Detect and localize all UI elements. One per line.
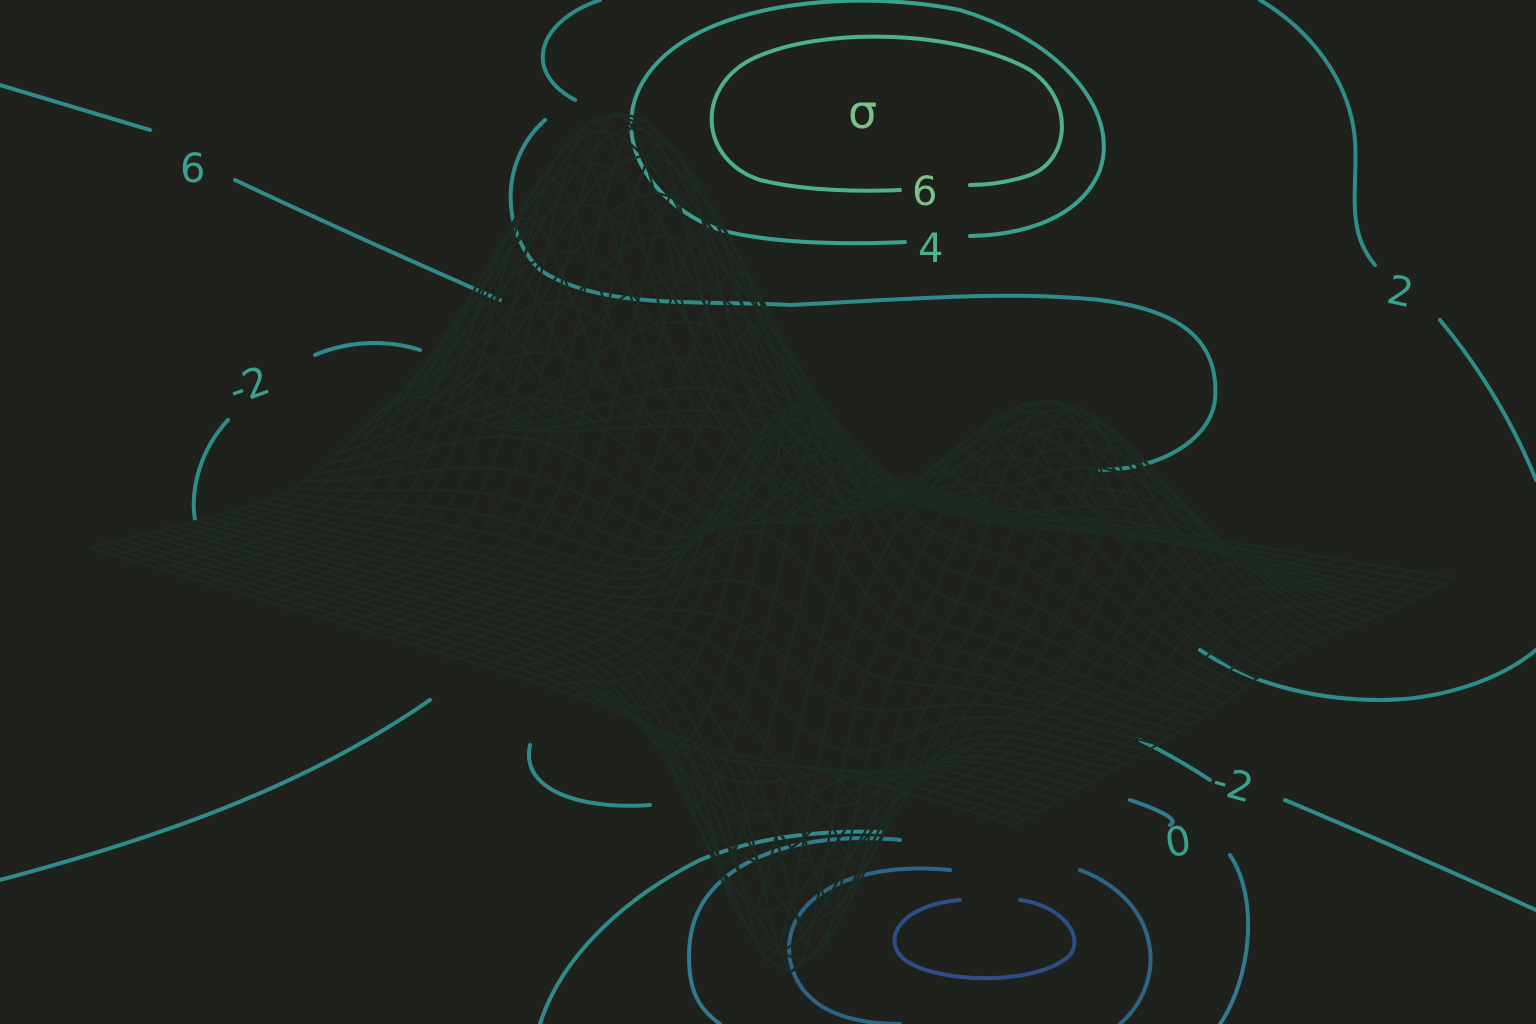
- contour-line-bottom-inner: [892, 898, 1077, 981]
- contour-line-lower-minus2: [1138, 738, 1536, 912]
- contour-label: 4: [918, 226, 943, 272]
- contour-line-right-2: [1258, 0, 1536, 482]
- contour-label: 6: [180, 146, 205, 192]
- surface-mesh: [88, 112, 1457, 974]
- contour-line-lower-left: [0, 698, 432, 882]
- contour-line-left-minus2: [191, 341, 422, 522]
- contour-line-bottom-left-arc: [538, 829, 882, 1024]
- contour-line-bottom-mid: [787, 866, 1153, 1024]
- contour-line-top-outer: [508, 0, 1218, 472]
- contour-line-left-6: [0, 83, 502, 302]
- contour-label: 6: [912, 169, 937, 215]
- surface-cell: [990, 810, 1028, 827]
- contour-line-top-6: [709, 34, 1064, 193]
- contour-label: σ: [848, 85, 877, 139]
